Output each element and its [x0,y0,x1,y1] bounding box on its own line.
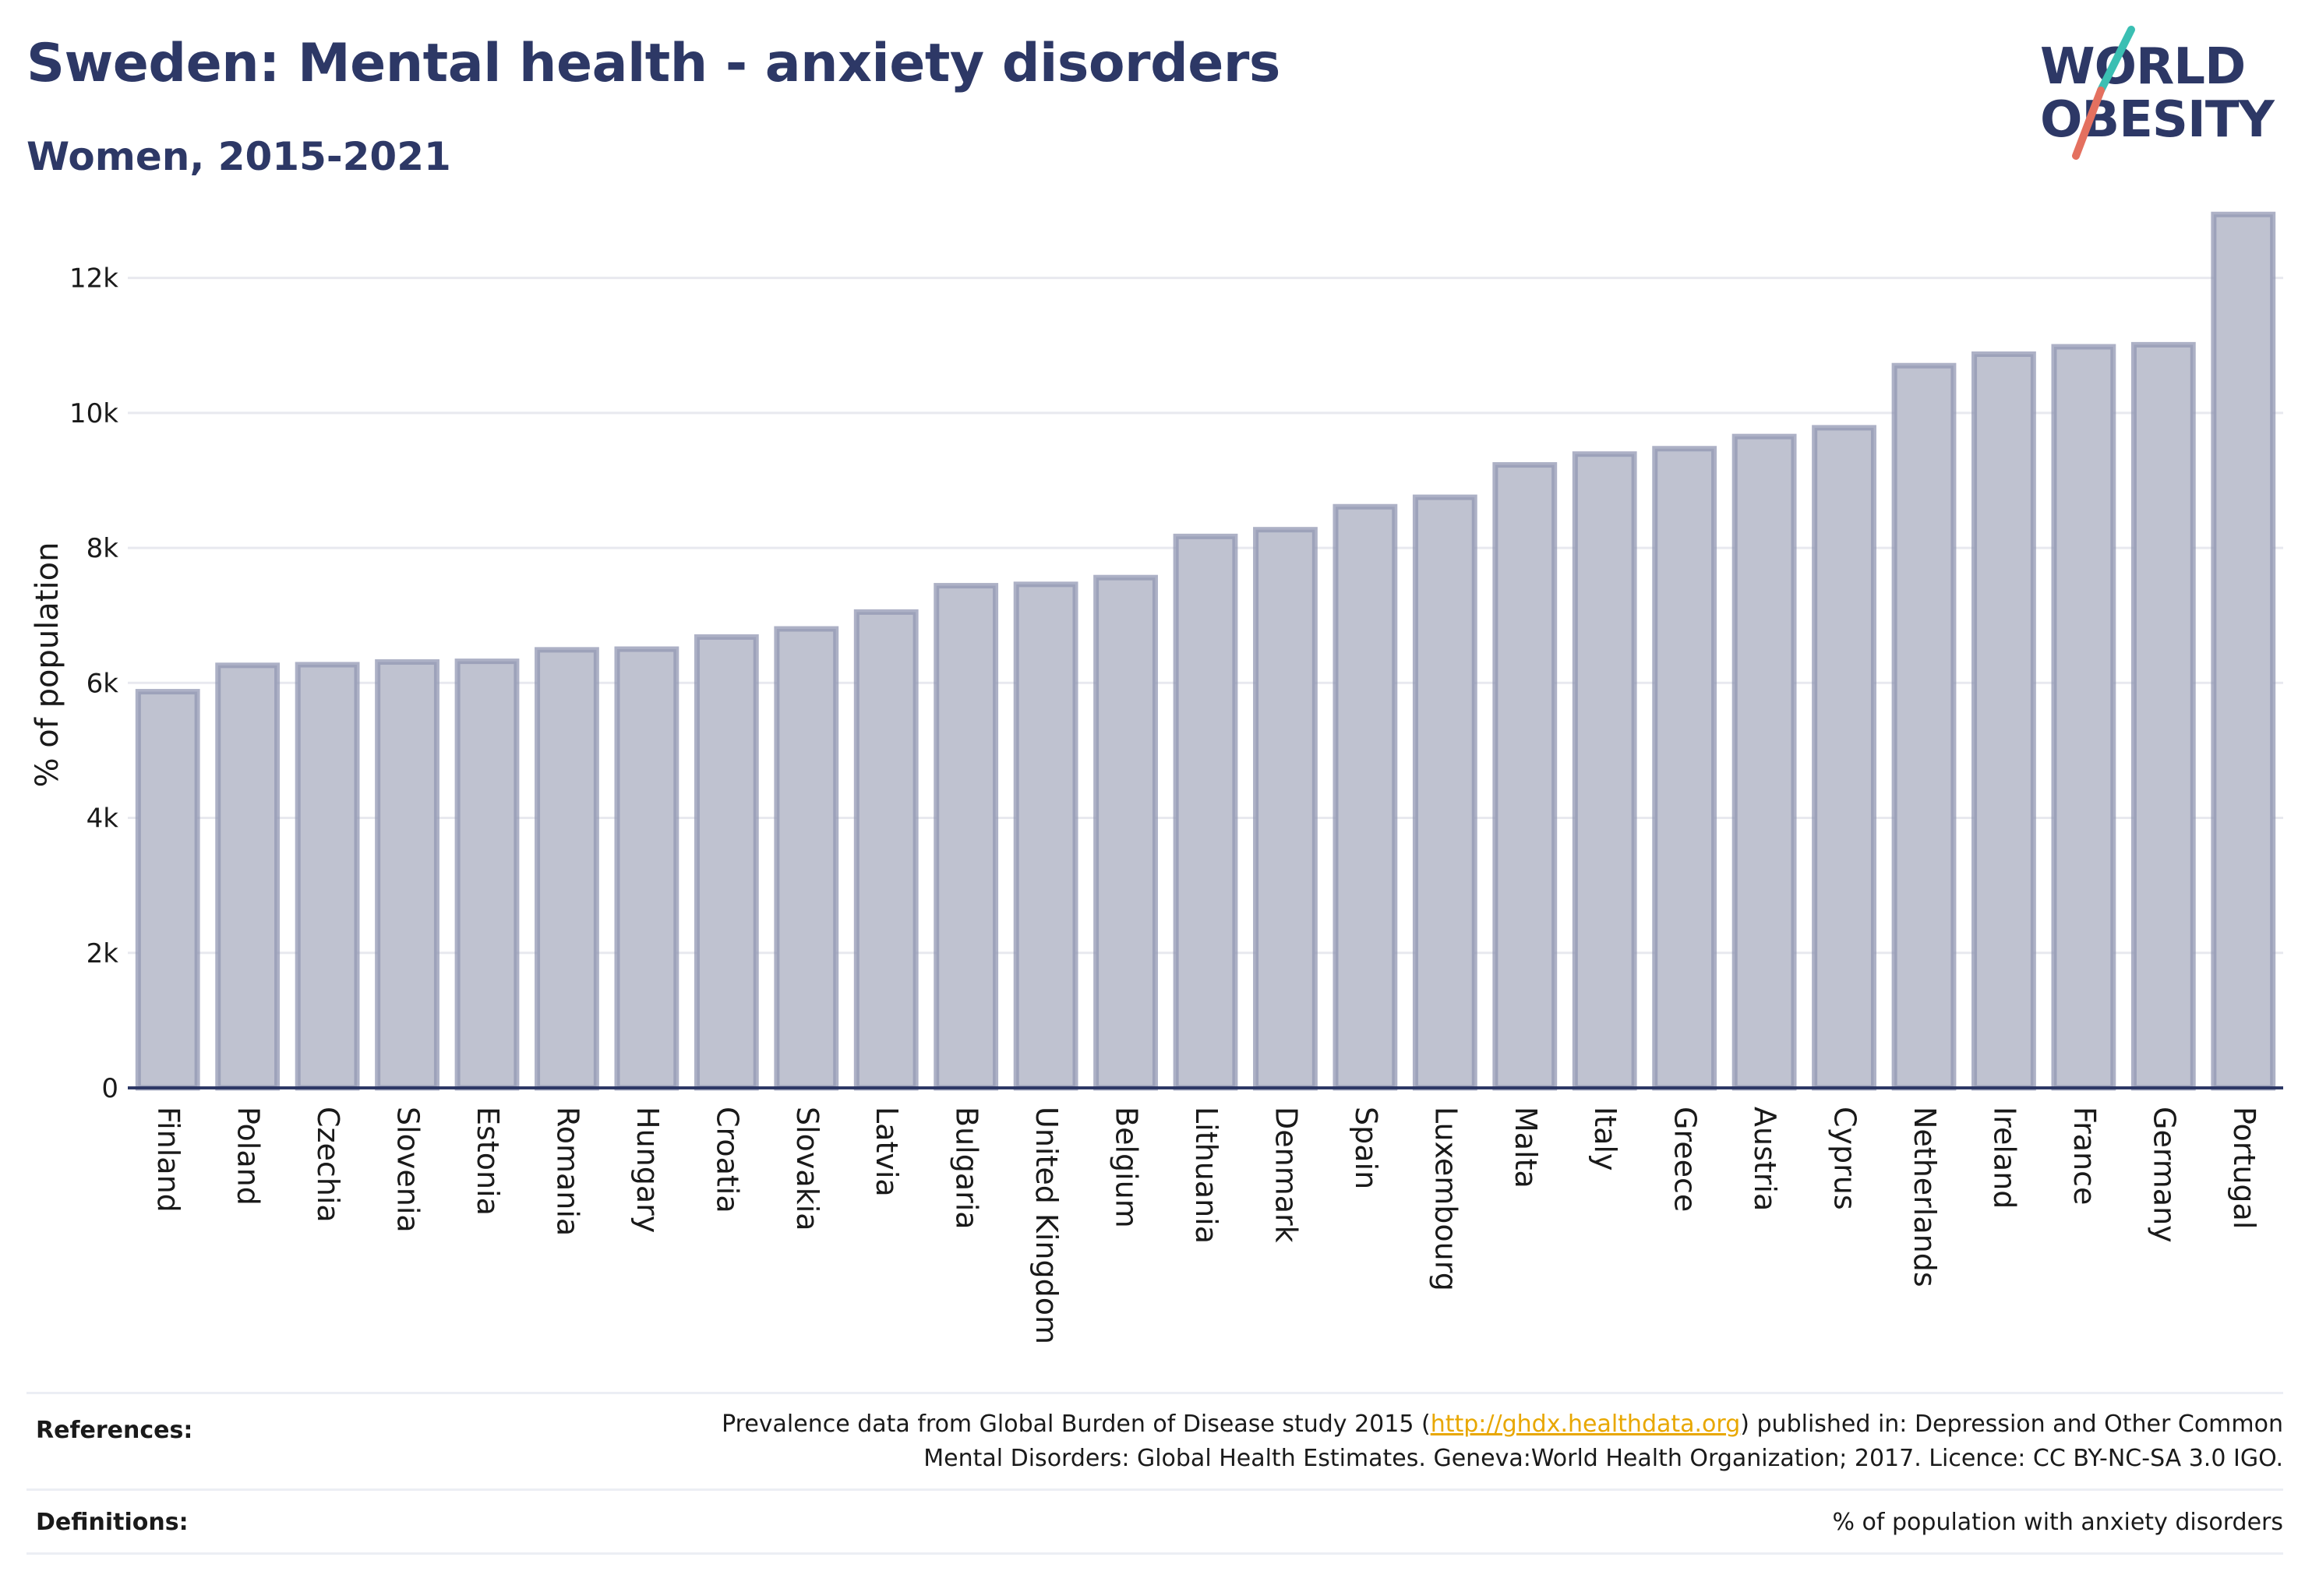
x-tick-label: Luxembourg [1428,1107,1463,1291]
logo-slash-icon [2072,26,2135,160]
y-tick-label: 10k [69,398,118,429]
x-tick-label: Hungary [630,1107,665,1233]
bar [774,626,839,1091]
bar [2051,344,2116,1091]
bar [1333,503,1398,1091]
bar [1652,446,1717,1091]
x-tick-label: Spain [1349,1107,1383,1189]
x-tick-label: Netherlands [1908,1107,1942,1287]
x-tick-label: Italy [1588,1107,1622,1171]
x-tick-label: Poland [231,1107,266,1206]
x-tick-label: Romania [550,1107,584,1236]
page-title: Sweden: Mental health - anxiety disorder… [26,33,1280,94]
y-tick-label: 2k [86,938,119,969]
y-tick-label: 12k [69,263,118,295]
bar [135,689,200,1091]
x-tick-label: Denmark [1269,1107,1303,1243]
footer-divider-middle [26,1488,2283,1491]
page-subtitle: Women, 2015-2021 [26,134,451,179]
bar [1731,433,1797,1091]
bar [1971,351,2036,1091]
x-tick-label: Germany [2147,1107,2181,1243]
y-axis-label: % of population [30,542,65,788]
logo-line-1: WORLD [2040,38,2246,96]
references-text-part-1: Prevalence data from Global Burden of Di… [722,1411,1431,1438]
footer-divider-bottom [26,1552,2283,1555]
x-tick-label: United Kingdom [1029,1107,1064,1344]
x-tick-label: Austria [1748,1107,1782,1211]
bar [1572,451,1637,1091]
bar [934,583,999,1091]
bar [1013,581,1078,1091]
bar [295,662,360,1091]
x-tick-label: Croatia [710,1107,744,1213]
x-tick-label: Slovenia [391,1107,425,1233]
footer-divider-top [26,1392,2283,1394]
bar [215,662,281,1091]
bar [1812,425,1876,1091]
x-tick-label: Belgium [1110,1107,1144,1228]
bar [614,646,679,1091]
bar [1412,494,1477,1091]
x-tick-label: Slovakia [790,1107,824,1231]
x-tick-label: Bulgaria [950,1107,984,1230]
x-tick-label: Malta [1509,1107,1543,1188]
y-tick-label: 6k [86,668,119,699]
x-tick-label: France [2067,1107,2102,1205]
bar [853,609,919,1091]
bar-chart: 0 2k 4k 6k 8k 10k 12k % of population Finland Pol… [30,211,2283,1344]
references-text: Prevalence data from Global Burden of Di… [569,1407,2283,1476]
x-tick-label: Czechia [311,1107,345,1223]
references-text-part-3: Mental Disorders: Global Health Estimate… [923,1445,2283,1472]
references-link[interactable]: http://ghdx.healthdata.org [1430,1411,1741,1438]
y-tick-label: 4k [86,803,119,835]
x-tick-label: Estonia [471,1107,505,1216]
definitions-text: % of population with anxiety disorders [1832,1509,2283,1536]
y-tick-label: 8k [86,533,119,564]
x-tick-label: Cyprus [1828,1107,1862,1210]
y-tick-label: 0 [101,1073,118,1104]
x-tick-label: Portugal [2227,1107,2261,1229]
bar [1492,462,1558,1091]
bar [375,659,439,1091]
x-tick-label: Lithuania [1189,1107,1223,1244]
bar [1173,533,1238,1091]
bar [694,634,759,1091]
bar [454,659,520,1091]
bar [2130,341,2196,1091]
bar [1253,527,1318,1091]
x-tick-label: Ireland [1987,1107,2021,1209]
references-text-part-2: ) published in: Depression and Other Com… [1740,1411,2283,1438]
x-tick-label: Finland [151,1107,185,1213]
definitions-label: Definitions: [36,1509,189,1536]
bar [2211,211,2276,1091]
x-tick-label: Greece [1668,1107,1703,1212]
x-tick-label: Latvia [870,1107,904,1197]
world-obesity-logo: WORLD OBESITY [2026,23,2291,164]
references-label: References: [36,1417,193,1444]
bar [1891,362,1957,1091]
bar [1093,574,1158,1091]
bar [535,647,599,1091]
